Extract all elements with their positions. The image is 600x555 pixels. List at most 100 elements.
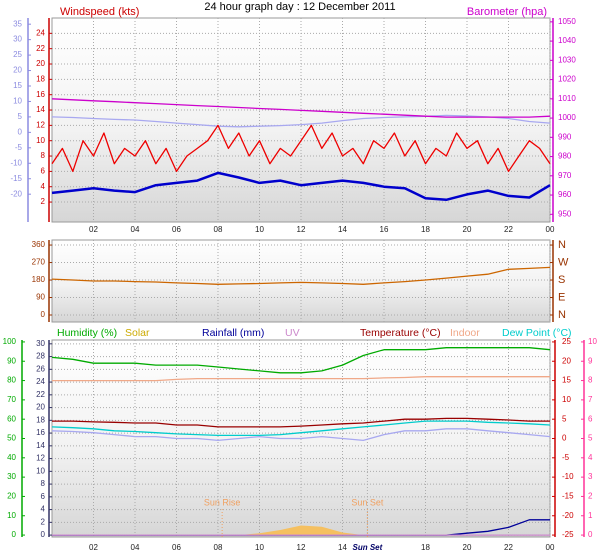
y-tick-label: 24	[36, 28, 45, 37]
x-tick-label: 06	[172, 225, 181, 234]
y-tick-label: 8	[588, 376, 593, 385]
y-tick-label: 18	[36, 74, 45, 83]
axis-label: Barometer (hpa)	[467, 6, 547, 18]
y-tick-label: 14	[36, 441, 45, 450]
y-tick-label: 20	[7, 492, 16, 501]
y-tick-label: 20	[562, 356, 571, 365]
y-tick-label: 50	[7, 434, 16, 443]
x-tick-label: 22	[504, 543, 513, 552]
y-tick-label: -5	[15, 143, 23, 152]
y-tick-label: 0	[12, 530, 17, 539]
y-tick-label: 28	[36, 352, 45, 361]
series-line	[51, 171, 551, 202]
legend-entry: Solar	[125, 327, 150, 339]
y-tick-label: 30	[13, 35, 22, 44]
series-line	[51, 124, 551, 173]
y-tick-label: 980	[558, 152, 572, 161]
y-tick-label: N	[558, 309, 566, 321]
y-tick-label: 3	[588, 472, 593, 481]
y-tick-label: -15	[562, 492, 574, 501]
y-tick-label: 22	[36, 44, 45, 53]
y-tick-label: 25	[13, 50, 22, 59]
chart-title: 24 hour graph day : 12 December 2011	[204, 1, 395, 13]
y-tick-label: 10	[36, 466, 45, 475]
y-tick-label: 7	[588, 395, 593, 404]
x-tick-label: 08	[214, 543, 223, 552]
y-tick-label: 40	[7, 453, 16, 462]
axis-label: Windspeed (kts)	[60, 6, 139, 18]
y-tick-label: 14	[36, 105, 45, 114]
y-tick-label: 30	[7, 472, 16, 481]
y-tick-label: 0	[18, 127, 23, 136]
x-tick-label: 22	[504, 225, 513, 234]
y-tick-label: 2	[41, 517, 46, 526]
x-tick-label: 20	[463, 543, 472, 552]
y-tick-label: -10	[10, 158, 22, 167]
y-tick-label: -5	[562, 453, 570, 462]
series-line	[51, 347, 551, 374]
y-tick-label: 0	[41, 310, 46, 319]
annotation: Sun Rise	[204, 497, 241, 507]
x-tick-label: 16	[380, 225, 389, 234]
y-tick-label: -15	[10, 174, 22, 183]
y-tick-label: 60	[7, 414, 16, 423]
x-tick-label: 20	[463, 225, 472, 234]
y-tick-label: 360	[32, 240, 46, 249]
y-tick-label: -10	[562, 472, 574, 481]
y-tick-label: -20	[562, 511, 574, 520]
x-tick-label: 00	[546, 543, 555, 552]
y-tick-label: 10	[7, 511, 16, 520]
x-tick-label: 18	[421, 543, 430, 552]
y-tick-label: 22	[36, 390, 45, 399]
y-tick-label: 0	[562, 434, 567, 443]
y-tick-label: 10	[588, 337, 597, 346]
legend-entry: Indoor	[450, 327, 480, 339]
y-tick-label: N	[558, 239, 566, 251]
legend-entry: Rainfall (mm)	[202, 327, 264, 339]
y-tick-label: E	[558, 291, 565, 303]
y-tick-label: 4	[41, 505, 46, 514]
y-tick-label: 9	[588, 356, 593, 365]
y-tick-label: 1000	[558, 113, 576, 122]
y-tick-label: 70	[7, 395, 16, 404]
x-tick-label: 14	[338, 543, 347, 552]
y-tick-label: 26	[36, 364, 45, 373]
x-tick-label: 10	[255, 225, 264, 234]
y-tick-label: 270	[32, 258, 46, 267]
x-tick-label: 14	[338, 225, 347, 234]
x-tick-label: 08	[214, 225, 223, 234]
y-tick-label: 10	[562, 395, 571, 404]
series-line	[52, 376, 550, 382]
y-tick-label: 12	[36, 454, 45, 463]
y-tick-label: 24	[36, 377, 45, 386]
series-line	[51, 114, 551, 128]
y-tick-label: 10	[13, 97, 22, 106]
y-tick-label: 1030	[558, 55, 576, 64]
y-tick-label: 6	[41, 166, 46, 175]
y-tick-label: 16	[36, 428, 45, 437]
y-tick-label: 5	[562, 414, 567, 423]
y-tick-label: 0	[41, 530, 46, 539]
y-tick-label: 15	[13, 81, 22, 90]
legend-entry: Temperature (°C)	[360, 327, 441, 339]
y-tick-label: 12	[36, 120, 45, 129]
series-line	[52, 417, 550, 428]
y-tick-label: 5	[18, 112, 23, 121]
y-tick-label: 8	[41, 479, 46, 488]
y-tick-label: 80	[7, 376, 16, 385]
y-tick-label: 2	[588, 492, 593, 501]
series-line	[51, 428, 551, 442]
y-tick-label: 960	[558, 190, 572, 199]
y-tick-label: 1020	[558, 75, 576, 84]
legend-entry: Humidity (%)	[57, 327, 117, 339]
y-tick-label: 2	[41, 197, 46, 206]
x-tick-label: 04	[131, 543, 140, 552]
y-tick-label: 970	[558, 171, 572, 180]
x-tick-label: 02	[89, 543, 98, 552]
y-tick-label: 950	[558, 209, 572, 218]
y-tick-label: 90	[36, 293, 45, 302]
y-tick-label: W	[558, 256, 569, 268]
y-tick-label: 20	[36, 59, 45, 68]
y-tick-label: 8	[41, 151, 46, 160]
